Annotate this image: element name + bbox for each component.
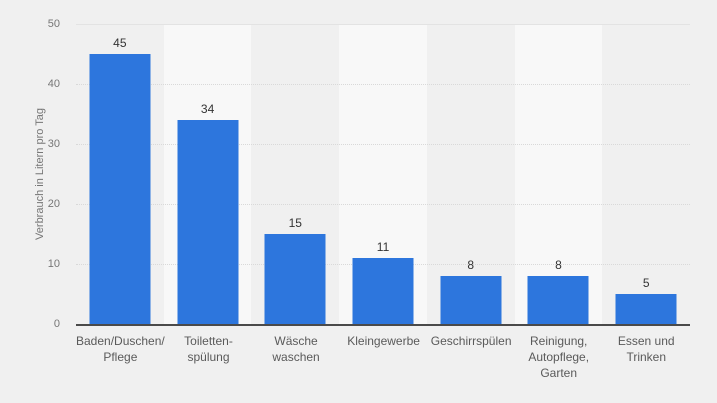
category-label-line: waschen [272, 350, 320, 364]
category-label: Essen und Trinken [602, 333, 690, 381]
bar-essen-und-trinken[interactable] [615, 294, 677, 324]
y-axis-title: Verbrauch in Litern pro Tag [34, 108, 46, 240]
bar-value-label: 15 [288, 216, 302, 230]
y-tick-label-20: 20 [47, 198, 60, 210]
category-label-line: Pflege [103, 350, 138, 364]
plot-area: 45 34 15 11 8 8 5 [76, 24, 690, 326]
category-label-line: Baden/Duschen/ [76, 334, 165, 348]
y-tick-label-0: 0 [53, 318, 60, 330]
bar-w-sche-waschen[interactable] [264, 234, 326, 324]
bar-value-label: 8 [467, 258, 475, 272]
category-label-line: Trinken [626, 350, 667, 364]
category-label: Geschirrspülen [427, 333, 515, 381]
column-band: 8 [514, 24, 603, 324]
category-label-line: Toiletten- [184, 334, 233, 348]
category-label-line: spülung [187, 350, 230, 364]
category-label-line: Kleingewerbe [347, 334, 420, 348]
bar-kleingewerbe[interactable] [352, 258, 414, 324]
category-label: Reinigung, Autopflege, Garten [515, 333, 603, 381]
y-tick-label-40: 40 [47, 78, 60, 90]
category-label: Baden/Duschen/Pflege [76, 333, 165, 381]
bar-reinigung-autopflege-garten[interactable] [527, 276, 589, 324]
y-tick-label-30: 30 [47, 138, 60, 150]
bar-value-label: 8 [555, 258, 562, 272]
column-band: 34 [163, 24, 252, 324]
bar-geschirrsp-len[interactable] [440, 276, 502, 324]
column-band: 11 [339, 24, 427, 324]
category-label: Wäsche waschen [252, 333, 340, 381]
x-axis-category-labels: Baden/Duschen/Pflege Toiletten-spülung Wäs… [76, 333, 690, 381]
bar-value-label: 11 [376, 240, 390, 254]
gridline-20 [76, 204, 690, 205]
category-label-line: Wäsche [274, 334, 318, 348]
bar-value-label: 34 [200, 102, 215, 116]
y-tick-label-50: 50 [47, 18, 60, 30]
column-band: 15 [251, 24, 339, 324]
category-label-line: Garten [540, 366, 578, 380]
category-label-line: Geschirrspülen [430, 334, 512, 348]
category-label-line: Autopflege, [528, 350, 590, 364]
category-label-line: Reinigung, [530, 334, 588, 348]
category-label: Kleingewerbe [340, 333, 428, 381]
gridline-50 [76, 24, 690, 25]
column-band: 5 [602, 24, 690, 324]
category-label: Toiletten-spülung [165, 333, 253, 381]
bar-value-label: 5 [642, 276, 650, 290]
bar-baden-duschen-pflege[interactable] [89, 54, 151, 324]
bar-toiletten-sp-lung[interactable] [177, 120, 239, 324]
bar-value-label: 45 [113, 36, 127, 50]
category-label-line: Essen und [617, 334, 675, 348]
gridline-30 [76, 144, 690, 145]
gridline-40 [76, 84, 690, 85]
y-tick-label-10: 10 [47, 258, 60, 270]
column-band: 45 [76, 24, 164, 324]
column-band: 8 [427, 24, 515, 324]
